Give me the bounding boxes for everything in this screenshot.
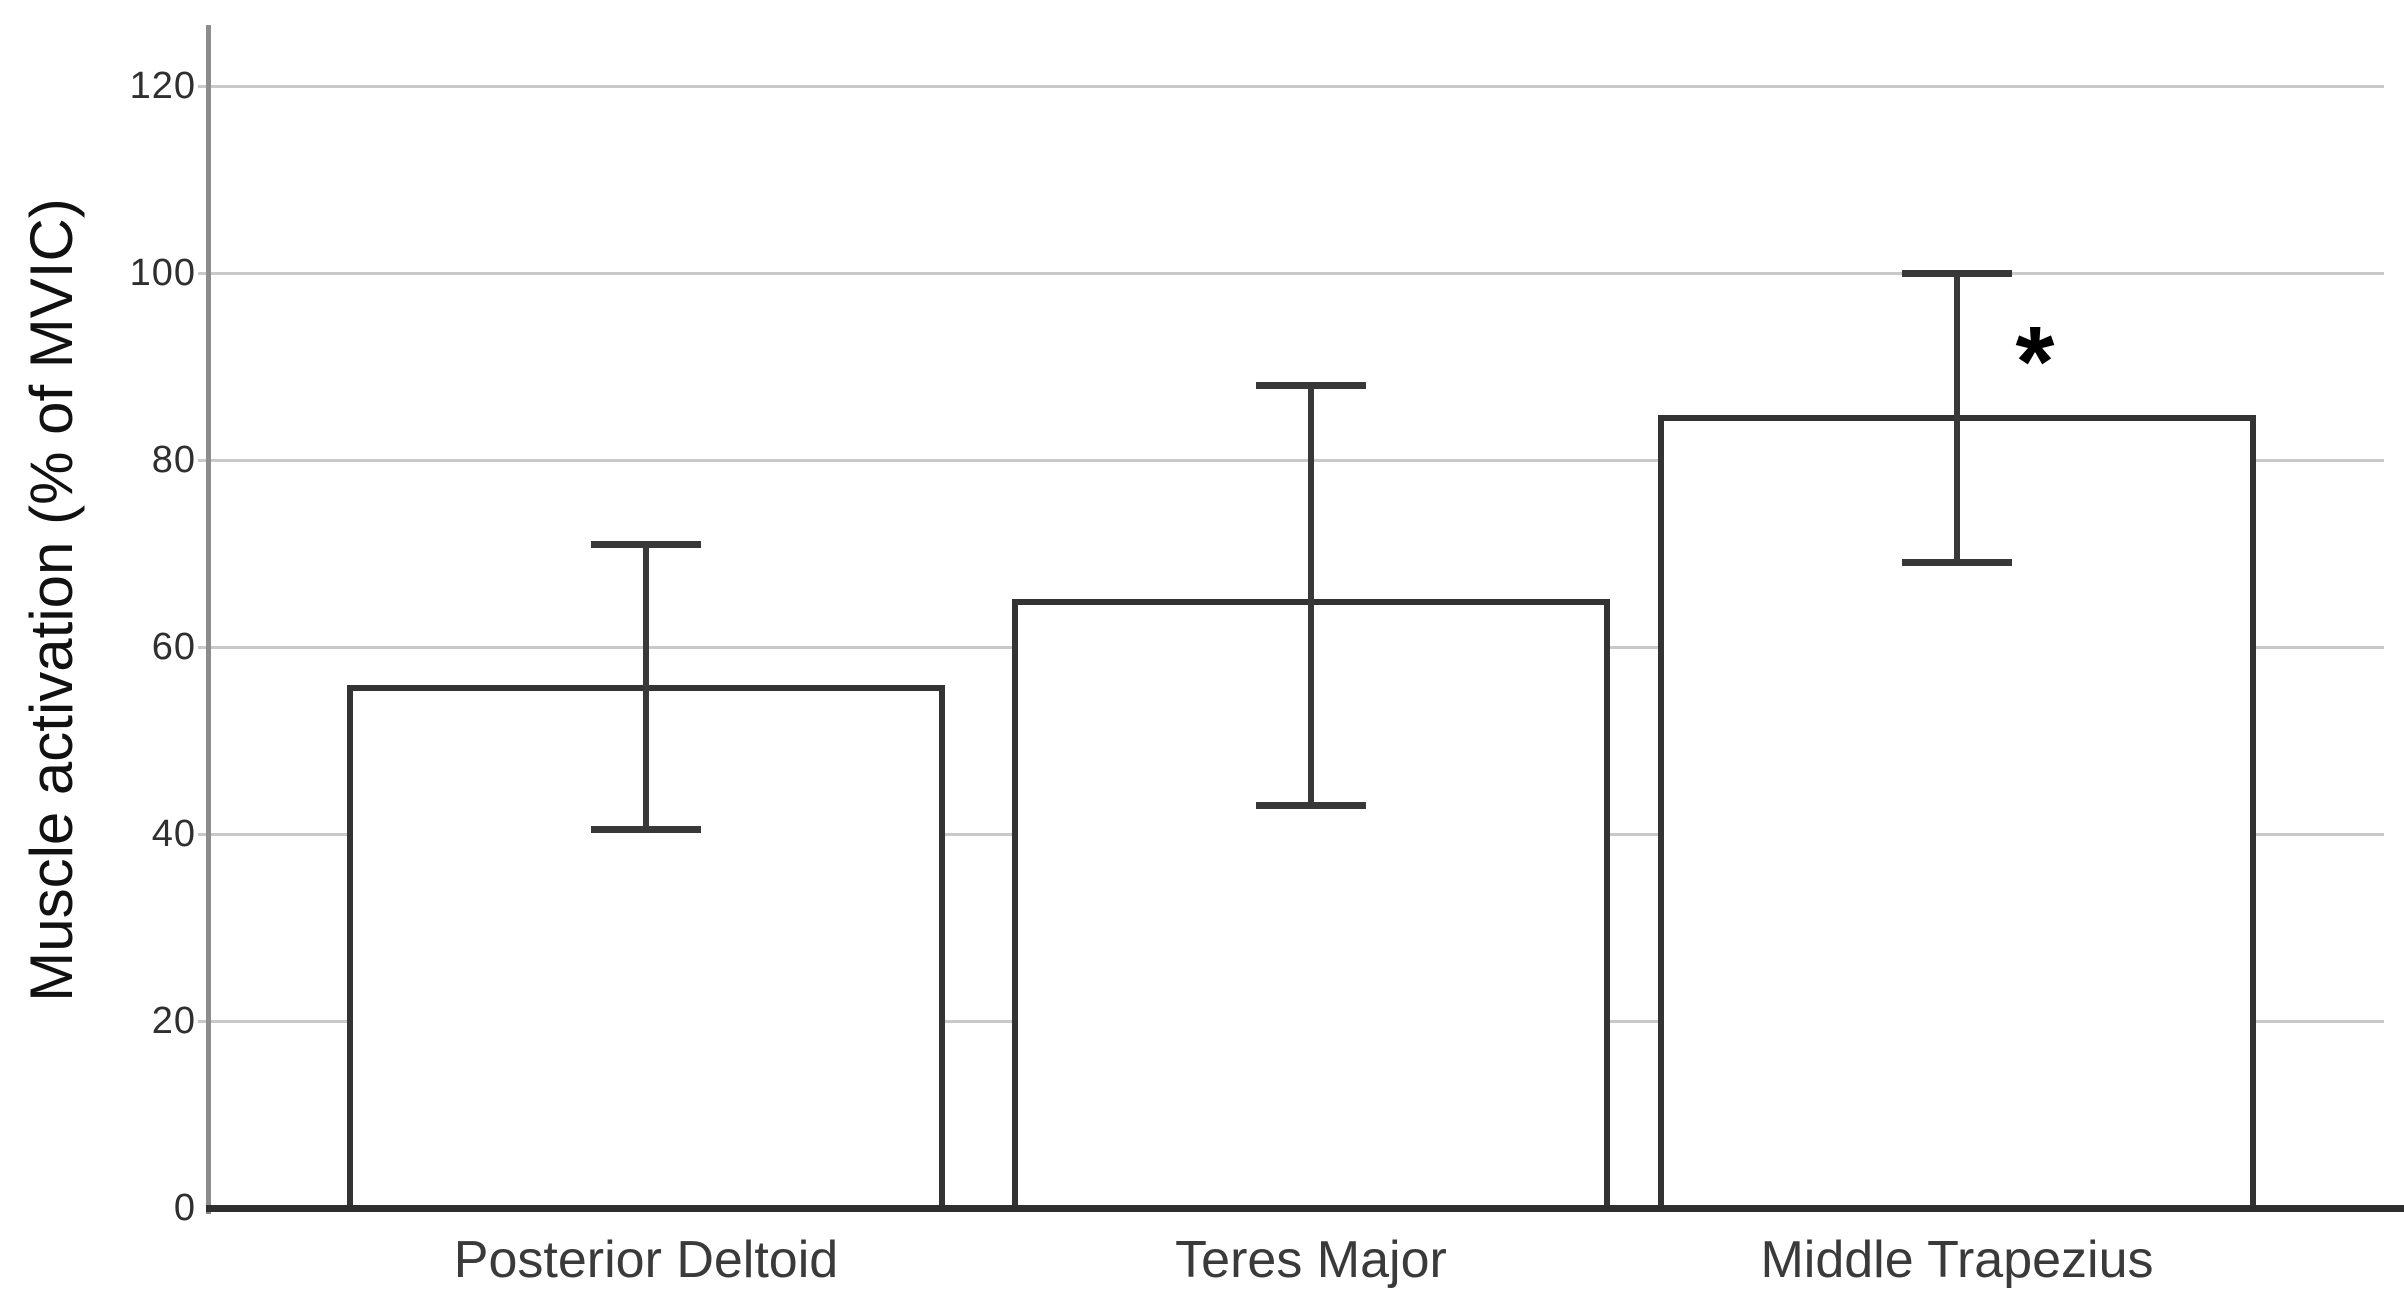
y-axis-line [206, 25, 211, 1214]
x-tick-label-posterior-deltoid: Posterior Deltoid [453, 1231, 839, 1289]
x-axis-baseline [206, 1205, 2404, 1212]
error-bar-cap-top-middle-trapezius [1902, 269, 2012, 277]
y-axis-title: Muscle activation (% of MVIC) [18, 198, 85, 1002]
significance-asterisk-middle-trapezius: * [2015, 306, 2055, 418]
x-tick-label-teres-major: Teres Major [1175, 1231, 1447, 1289]
error-bar-cap-bottom-teres-major [1256, 802, 1366, 810]
error-bar-stem-middle-trapezius [1954, 273, 1960, 563]
y-tick-label-100: 100 [129, 252, 196, 294]
error-bar-cap-top-posterior-deltoid [591, 540, 701, 548]
y-tick-label-0: 0 [173, 1187, 196, 1229]
error-bar-stem-teres-major [1308, 385, 1314, 806]
error-bar-stem-posterior-deltoid [643, 544, 649, 830]
y-tick-label-40: 40 [151, 813, 196, 855]
y-tick-label-60: 60 [151, 626, 196, 668]
error-bar-cap-bottom-middle-trapezius [1902, 559, 2012, 567]
y-tick-label-20: 20 [151, 1000, 196, 1042]
gridline-100 [198, 272, 2384, 275]
error-bar-cap-top-teres-major [1256, 381, 1366, 389]
y-tick-label-80: 80 [151, 439, 196, 481]
x-tick-label-middle-trapezius: Middle Trapezius [1760, 1231, 2154, 1289]
y-tick-label-120: 120 [129, 65, 196, 107]
gridline-80 [198, 459, 2384, 462]
error-bar-cap-bottom-posterior-deltoid [591, 825, 701, 833]
gridline-120 [198, 85, 2384, 88]
